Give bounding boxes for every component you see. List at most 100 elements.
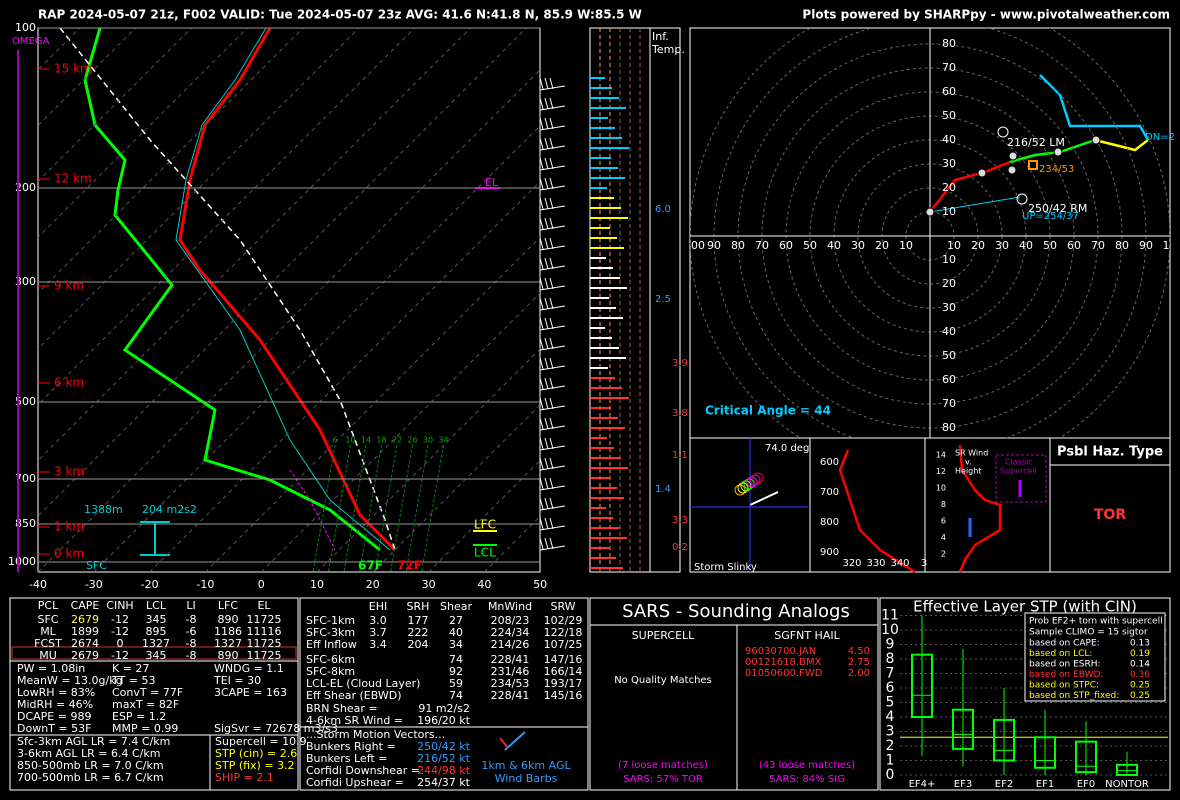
ring-label: 50: [942, 349, 956, 362]
kin-cell: 40: [449, 626, 463, 639]
lcl-label: LCL: [474, 546, 496, 560]
inflow-depth: 1388m: [84, 503, 123, 516]
ring-label: 60: [1067, 239, 1081, 252]
srwind-height: 14: [936, 451, 946, 460]
isotherm: [205, 236, 540, 572]
parcel-header: PCL: [38, 599, 59, 612]
wind-barb: [539, 457, 544, 470]
ring-label: 70: [755, 239, 769, 252]
wind-barb: [549, 297, 554, 310]
wind-barb: [544, 257, 549, 270]
sars-supercell: SUPERCELL: [632, 629, 695, 642]
skewt-traces: [59, 28, 397, 556]
ring-label: 90: [707, 239, 721, 252]
kin-cell: 204: [408, 638, 429, 651]
ring-label: 40: [827, 239, 841, 252]
parcel-cell: 895: [146, 625, 167, 638]
index: ConvT = 77F: [112, 686, 183, 699]
lm-label: 216/52 LM: [1007, 136, 1065, 149]
wind-barb: [539, 97, 544, 110]
parcel-cell: -8: [186, 613, 197, 626]
height-marker: [1091, 135, 1101, 145]
wind-barb: [549, 437, 554, 450]
height-marker: [1008, 151, 1018, 161]
isotherm: [38, 28, 415, 406]
srwind-title: SR Wind: [955, 449, 988, 458]
isotherm: [428, 459, 540, 572]
kin-header: SRW: [550, 600, 575, 613]
dewpoint-label: 67F: [358, 559, 383, 573]
parcel-cell: 11116: [247, 625, 282, 638]
stp-box: [1116, 763, 1138, 776]
storm-marker: [1016, 193, 1028, 205]
kin-cell: 34: [449, 638, 463, 651]
parcel-cell: 11725: [247, 637, 282, 650]
hail-match: 2.75: [848, 657, 870, 668]
wind-barb: [549, 317, 554, 330]
kin-cell: 177: [408, 614, 429, 627]
loose-matches: (7 loose matches): [618, 760, 708, 771]
wind-barb: [539, 297, 544, 310]
up-label: UP=254/37: [1022, 211, 1079, 222]
barb-icon: [499, 737, 509, 749]
kin-header: EHI: [369, 600, 387, 613]
wind-barb: [549, 277, 554, 290]
wind-barb: [544, 437, 549, 450]
slinky-angle: 74.0 deg: [765, 443, 809, 454]
parcel-cell: 2679: [71, 649, 99, 662]
wind-barb: [539, 157, 544, 170]
srwind-height: 10: [936, 484, 946, 493]
wind-barb: [544, 297, 549, 310]
supercell-label: Classic: [1005, 458, 1033, 467]
ring-label: 30: [942, 301, 956, 314]
vectors-title: ...Storm Motion Vectors...: [306, 728, 445, 741]
wind-barb: [544, 97, 549, 110]
srwind-height: 12: [936, 467, 946, 476]
legend-entry: based on ESRH:: [1029, 660, 1101, 670]
hazard-title: Psbl Haz. Type: [1057, 445, 1163, 460]
stp-category: EF1: [1036, 779, 1054, 790]
wind-barb: [539, 197, 544, 210]
ring-label: 40: [942, 325, 956, 338]
kin-cell: 27: [449, 614, 463, 627]
rm-label: 250/42 RM: [1028, 202, 1087, 215]
wind-barb: [544, 537, 549, 550]
mixing-ratio-label: 10: [345, 436, 355, 445]
storm-marker: [997, 126, 1009, 138]
legend-entry: based on STP_fixed:: [1029, 691, 1119, 701]
wind-barb: [549, 517, 554, 530]
kin-cell: Eff Shear (EBWD): [306, 689, 402, 702]
wind-barb: [544, 177, 549, 190]
index: LowRH = 83%: [17, 686, 95, 699]
wetbulb-trace: [289, 469, 336, 551]
parcel-cell: 1899: [71, 625, 99, 638]
isotherm: [38, 28, 248, 238]
legend-title: Sample CLIMO = 15 sigtor: [1029, 628, 1148, 638]
supercell-box: [995, 454, 1047, 503]
stp-category: EF2: [995, 779, 1013, 790]
mixing-ratio-line: [343, 444, 367, 573]
index: TT = 53: [111, 674, 155, 687]
slinky-ring: [734, 484, 746, 496]
kin-header: SRH: [407, 600, 430, 613]
barb-caption: 1km & 6km AGL: [481, 759, 571, 772]
inf-temp-value: 1.1: [672, 450, 688, 461]
wind-barb: [539, 357, 544, 370]
wind-barb: [539, 437, 544, 450]
wind-barb: [544, 237, 549, 250]
ring-label: 20: [942, 277, 956, 290]
wind-barb: [539, 137, 544, 150]
pressure-label: 500: [15, 395, 36, 408]
parcel-header: EL: [257, 599, 271, 612]
kin-cell: 231/46: [491, 665, 530, 678]
slinky-ring: [740, 480, 752, 492]
ring-label: 60: [942, 85, 956, 98]
theta-pressure: 700: [820, 487, 839, 498]
legend-value: 0.36: [1130, 670, 1150, 680]
temp-label: -30: [85, 578, 103, 591]
mixing-ratio-label: 18: [376, 436, 386, 445]
kin-cell: 147/16: [544, 653, 583, 666]
height-label: 0 km: [54, 547, 84, 561]
index: MeanW = 13.0g/kg: [17, 674, 123, 687]
parcel-header: LI: [186, 599, 195, 612]
